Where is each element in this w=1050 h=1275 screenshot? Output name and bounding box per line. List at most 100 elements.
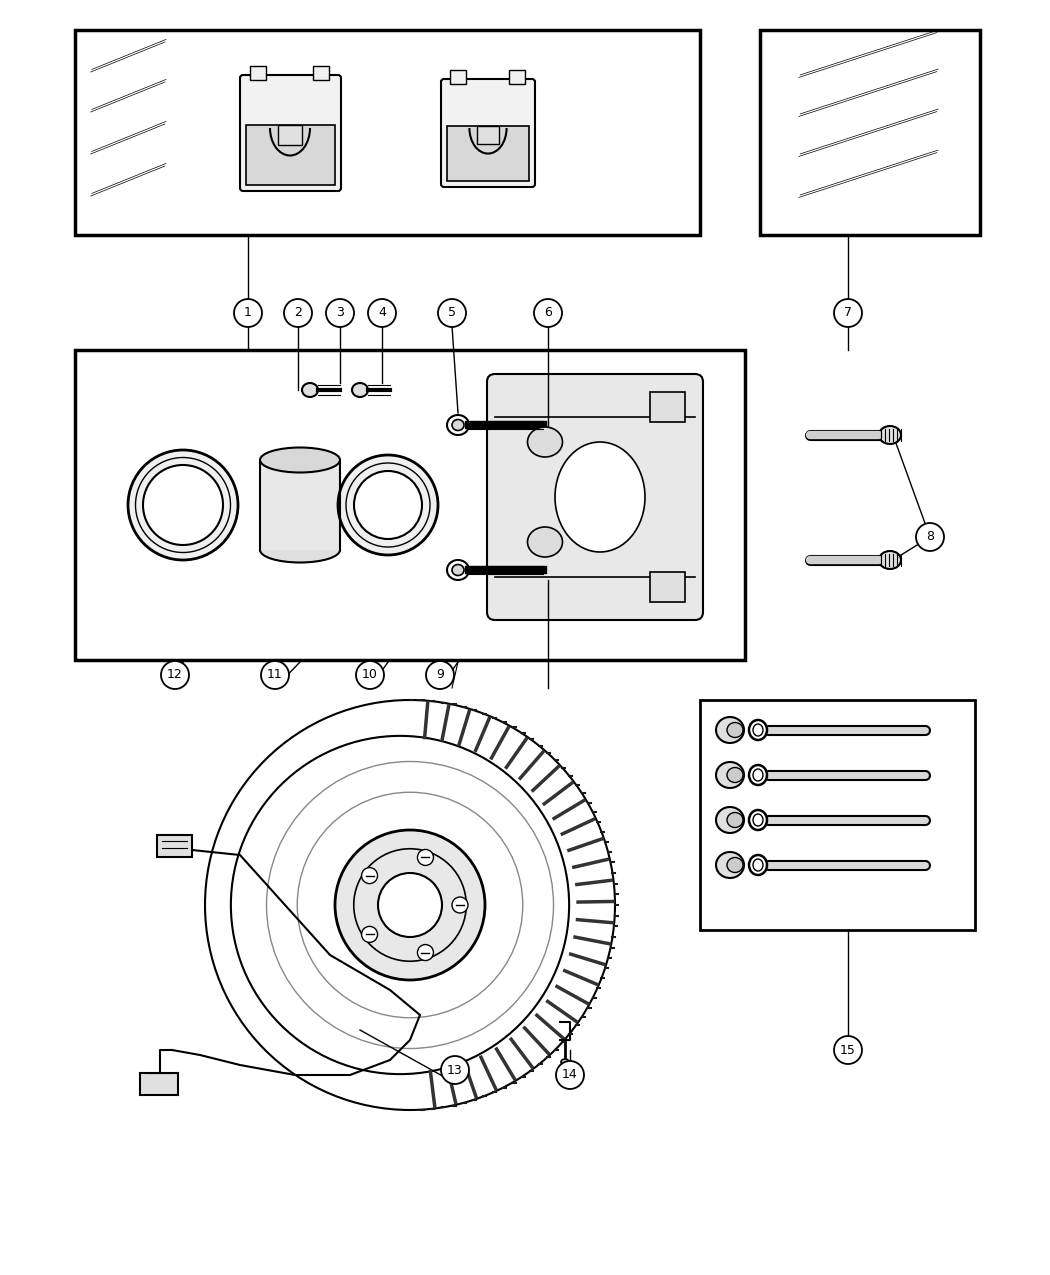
- Bar: [89, 84, 170, 131]
- Text: 12: 12: [167, 668, 183, 682]
- Circle shape: [284, 300, 312, 326]
- Ellipse shape: [143, 465, 223, 544]
- Text: 15: 15: [840, 1043, 856, 1057]
- Bar: [509, 70, 525, 84]
- Ellipse shape: [354, 470, 422, 539]
- Bar: [798, 115, 942, 180]
- Bar: [798, 74, 942, 140]
- Ellipse shape: [527, 527, 563, 557]
- Ellipse shape: [335, 830, 485, 980]
- FancyBboxPatch shape: [240, 75, 341, 191]
- Text: 1: 1: [244, 306, 252, 320]
- Text: 3: 3: [336, 306, 344, 320]
- Text: 14: 14: [562, 1068, 578, 1081]
- Bar: [650, 391, 685, 422]
- Text: 10: 10: [362, 668, 378, 682]
- Bar: [700, 700, 975, 929]
- Circle shape: [234, 300, 262, 326]
- Ellipse shape: [716, 762, 744, 788]
- Bar: [798, 156, 942, 221]
- Text: 11: 11: [267, 668, 282, 682]
- Ellipse shape: [260, 538, 340, 562]
- FancyBboxPatch shape: [487, 374, 704, 620]
- Circle shape: [418, 945, 434, 960]
- Bar: [278, 125, 302, 145]
- Ellipse shape: [452, 419, 464, 431]
- Ellipse shape: [753, 859, 763, 871]
- Bar: [313, 66, 329, 80]
- Text: 9: 9: [436, 668, 444, 682]
- Bar: [250, 66, 266, 80]
- Circle shape: [418, 849, 434, 866]
- Circle shape: [368, 300, 396, 326]
- Ellipse shape: [749, 765, 766, 785]
- Bar: [89, 168, 170, 215]
- Circle shape: [834, 1037, 862, 1065]
- Bar: [140, 1074, 178, 1095]
- Circle shape: [356, 660, 384, 689]
- Ellipse shape: [231, 736, 569, 1074]
- Circle shape: [438, 300, 466, 326]
- Text: 7: 7: [844, 306, 852, 320]
- Ellipse shape: [527, 427, 563, 456]
- Bar: [89, 45, 170, 92]
- Text: 5: 5: [448, 306, 456, 320]
- Ellipse shape: [753, 769, 763, 782]
- Ellipse shape: [352, 382, 367, 397]
- Bar: [260, 460, 340, 550]
- Circle shape: [916, 523, 944, 551]
- Circle shape: [326, 300, 354, 326]
- Text: 2: 2: [294, 306, 302, 320]
- Circle shape: [534, 300, 562, 326]
- FancyBboxPatch shape: [447, 126, 529, 181]
- Circle shape: [556, 1061, 584, 1089]
- Bar: [450, 70, 466, 84]
- Circle shape: [161, 660, 189, 689]
- Ellipse shape: [302, 382, 318, 397]
- Ellipse shape: [716, 717, 744, 743]
- Bar: [89, 126, 170, 173]
- Ellipse shape: [727, 812, 743, 827]
- Ellipse shape: [749, 810, 766, 830]
- FancyBboxPatch shape: [441, 79, 536, 187]
- Ellipse shape: [716, 807, 744, 833]
- Circle shape: [426, 660, 454, 689]
- Bar: [75, 351, 746, 660]
- Circle shape: [452, 898, 468, 913]
- Ellipse shape: [555, 442, 645, 552]
- Text: 13: 13: [447, 1063, 463, 1076]
- Ellipse shape: [447, 560, 469, 580]
- Bar: [798, 36, 942, 101]
- Ellipse shape: [716, 852, 744, 878]
- Ellipse shape: [205, 700, 615, 1111]
- Bar: [650, 572, 685, 602]
- Text: 4: 4: [378, 306, 386, 320]
- Circle shape: [834, 300, 862, 326]
- Text: 8: 8: [926, 530, 934, 543]
- Ellipse shape: [727, 723, 743, 737]
- Ellipse shape: [879, 426, 901, 444]
- Bar: [477, 125, 499, 144]
- Ellipse shape: [378, 873, 442, 937]
- Ellipse shape: [338, 455, 438, 555]
- Circle shape: [361, 867, 378, 884]
- Circle shape: [441, 1056, 469, 1084]
- Text: 6: 6: [544, 306, 552, 320]
- Bar: [760, 31, 980, 235]
- Ellipse shape: [879, 551, 901, 569]
- Circle shape: [361, 927, 378, 942]
- FancyBboxPatch shape: [246, 125, 335, 185]
- Ellipse shape: [749, 856, 766, 875]
- Ellipse shape: [727, 858, 743, 872]
- Ellipse shape: [753, 724, 763, 736]
- Ellipse shape: [749, 720, 766, 739]
- Circle shape: [261, 660, 289, 689]
- Ellipse shape: [447, 414, 469, 435]
- Ellipse shape: [452, 565, 464, 575]
- Ellipse shape: [260, 448, 340, 473]
- Ellipse shape: [128, 450, 238, 560]
- Ellipse shape: [727, 768, 743, 783]
- Ellipse shape: [753, 813, 763, 826]
- Bar: [75, 31, 700, 235]
- Bar: [158, 835, 192, 857]
